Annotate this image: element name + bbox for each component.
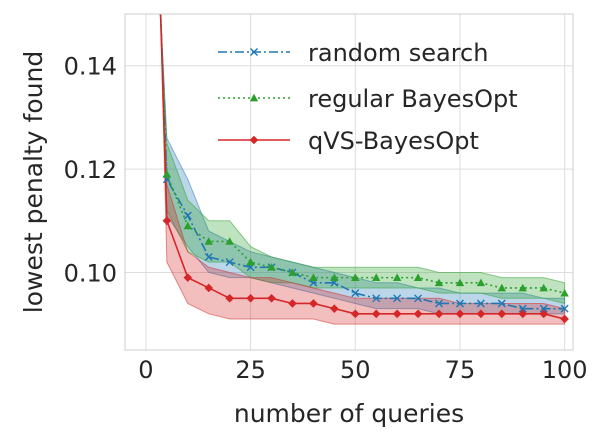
regular-bayesopt-point bbox=[455, 278, 465, 287]
y-tick-labels: 0.10 0.12 0.14 bbox=[64, 53, 117, 288]
regular-bayesopt-point bbox=[392, 273, 402, 281]
y-tick-label: 0.12 bbox=[64, 156, 117, 184]
regular-bayesopt-point bbox=[225, 237, 234, 245]
regular-bayesopt-point bbox=[351, 273, 360, 281]
qvs-bayesopt-point bbox=[539, 309, 548, 319]
random-search-point bbox=[393, 294, 402, 303]
legend: random search regular BayesOpt qVS-BayesOp… bbox=[218, 39, 518, 155]
x-tick-labels: 0 25 50 75 100 bbox=[138, 356, 587, 384]
regular-bayesopt-point bbox=[330, 273, 339, 281]
legend-qvs-bayesopt-label: qVS-BayesOpt bbox=[308, 127, 479, 155]
random-search-point bbox=[435, 299, 444, 308]
regular-bayesopt-point bbox=[518, 283, 527, 292]
regular-bayesopt-point bbox=[204, 237, 213, 245]
qvs-bayesopt-point bbox=[518, 309, 528, 319]
random-search-point bbox=[497, 299, 506, 308]
qvs-bayesopt-point bbox=[267, 294, 276, 303]
plot-area bbox=[125, 14, 573, 350]
regular-bayesopt-point bbox=[267, 263, 276, 271]
regular-bayesopt-point bbox=[183, 221, 193, 230]
qvs-bayesopt-point bbox=[246, 294, 255, 303]
legend-random-search-marker bbox=[250, 48, 258, 56]
regular-bayesopt-point bbox=[309, 273, 318, 281]
random-search-point bbox=[560, 304, 569, 313]
qvs-bayesopt-point bbox=[309, 299, 318, 308]
qvs-bayesopt-point bbox=[497, 309, 507, 319]
regular-bayesopt-point bbox=[413, 273, 423, 281]
qvs-bayesopt-point bbox=[413, 309, 423, 319]
x-tick-label: 100 bbox=[542, 356, 588, 384]
random-search-point bbox=[518, 304, 527, 313]
random-search-point bbox=[539, 304, 548, 313]
qvs-bayesopt-point bbox=[371, 309, 381, 319]
random-search-point bbox=[351, 289, 360, 298]
random-search-line bbox=[159, 14, 565, 310]
x-tick-label: 0 bbox=[138, 356, 153, 384]
regular-bayesopt-point bbox=[288, 268, 297, 276]
x-tick-label: 25 bbox=[235, 356, 266, 384]
regular-bayesopt-point bbox=[162, 170, 172, 178]
qvs-bayesopt-point bbox=[434, 309, 444, 319]
regular-bayesopt-point bbox=[372, 273, 381, 281]
legend-regular-bayesopt-label: regular BayesOpt bbox=[308, 85, 518, 113]
gridlines bbox=[125, 14, 573, 350]
random-search-point bbox=[225, 258, 234, 267]
qvs-bayesopt-point bbox=[183, 273, 193, 282]
random-search-point bbox=[414, 294, 423, 303]
regular-bayesopt-point bbox=[476, 278, 486, 287]
qvs-bayesopt-point bbox=[476, 309, 486, 319]
regular-bayesopt-point bbox=[560, 288, 569, 297]
random-search-point bbox=[372, 294, 381, 303]
legend-random-search-label: random search bbox=[308, 39, 488, 67]
regular-bayesopt-point bbox=[497, 283, 507, 292]
legend-qvs-bayesopt-marker bbox=[249, 135, 259, 145]
x-tick-label: 75 bbox=[445, 356, 476, 384]
qvs-bayesopt-point bbox=[455, 309, 465, 319]
x-tick-label: 50 bbox=[340, 356, 371, 384]
qvs-bayesopt-point bbox=[350, 309, 360, 319]
y-tick-label: 0.14 bbox=[64, 53, 117, 81]
qvs-bayesopt-point bbox=[204, 283, 214, 293]
y-tick-label: 0.10 bbox=[64, 259, 117, 287]
qvs-bayesopt-point bbox=[330, 304, 339, 313]
random-search-point bbox=[183, 211, 192, 220]
regular-bayesopt-point bbox=[434, 278, 444, 287]
qvs-bayesopt-point bbox=[560, 314, 569, 324]
regular-bayesopt-point bbox=[246, 257, 255, 266]
qvs-bayesopt-point bbox=[392, 309, 402, 319]
series-markers bbox=[162, 170, 569, 324]
x-axis-label: number of queries bbox=[234, 399, 464, 428]
y-axis-label: lowest penalty found bbox=[19, 51, 48, 313]
qvs-bayesopt-point bbox=[162, 216, 172, 226]
qvs-bayesopt-point bbox=[288, 299, 297, 308]
legend-regular-bayesopt-marker bbox=[249, 93, 259, 102]
random-search-point bbox=[204, 252, 213, 261]
random-search-point bbox=[476, 299, 485, 308]
qvs-bayesopt-point bbox=[225, 294, 234, 303]
regular-bayesopt-point bbox=[539, 283, 548, 292]
plot-border bbox=[124, 13, 574, 351]
random-search-point bbox=[455, 299, 464, 308]
